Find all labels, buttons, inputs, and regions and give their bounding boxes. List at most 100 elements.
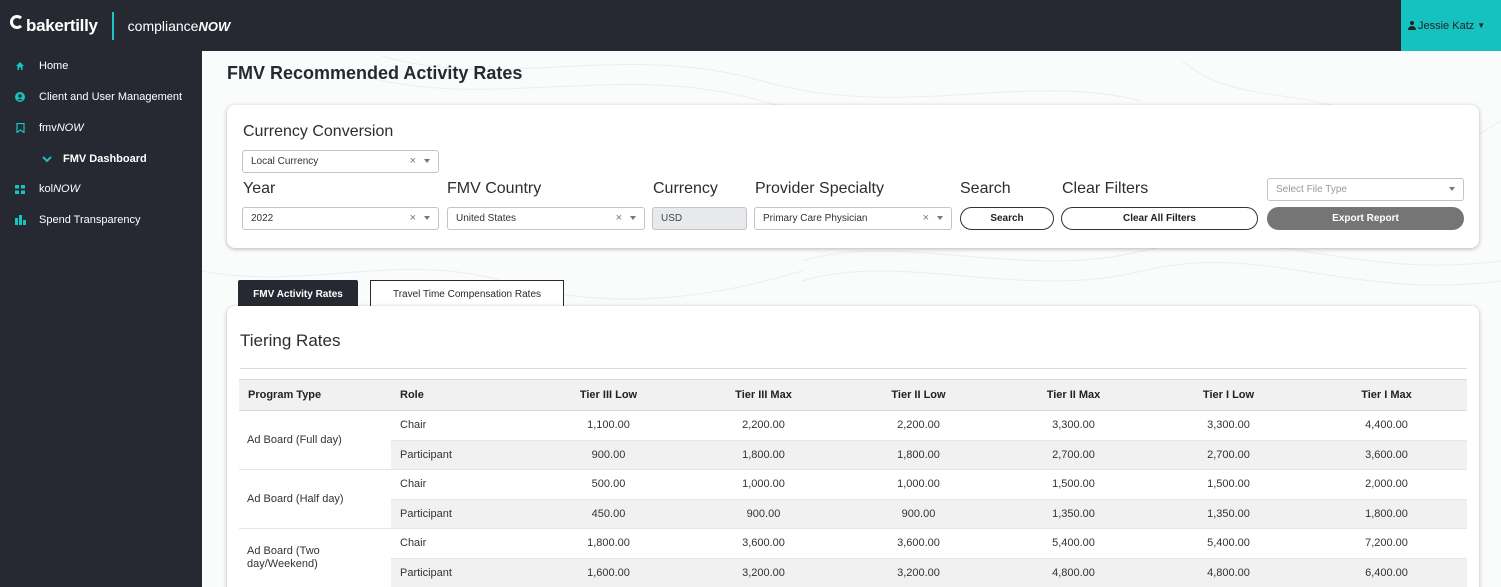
rate-cell: 1,800.00: [841, 440, 996, 470]
currency-conversion-label: Currency Conversion: [243, 123, 394, 140]
rate-cell: 1,000.00: [841, 469, 996, 500]
dropdown-arrow-icon[interactable]: [424, 159, 430, 163]
select-value: Primary Care Physician: [763, 213, 868, 224]
sidebar-item-label: fmvNOW: [39, 122, 84, 134]
rate-cell: 1,500.00: [996, 469, 1151, 500]
rate-cell: 3,200.00: [841, 558, 996, 587]
role-cell: Participant: [391, 499, 531, 529]
dropdown-arrow-icon[interactable]: [630, 216, 636, 220]
caret-down-icon: ▼: [1477, 21, 1486, 30]
rate-cell: 7,200.00: [1306, 528, 1467, 559]
rate-cell: 4,800.00: [1151, 558, 1306, 587]
year-label: Year: [243, 180, 276, 197]
column-header[interactable]: Tier I Max: [1306, 379, 1467, 411]
currency-field: USD: [652, 207, 747, 230]
rate-cell: 3,600.00: [686, 528, 841, 559]
rate-cell: 1,800.00: [686, 440, 841, 470]
sidebar-item-label: kolNOW: [39, 183, 80, 195]
clear-icon[interactable]: ×: [922, 212, 929, 224]
table-header-row: Program Type Role Tier III Low Tier III …: [239, 379, 1467, 411]
clear-filters-label: Clear Filters: [1062, 180, 1149, 197]
rate-cell: 1,350.00: [996, 499, 1151, 529]
rate-cell: 3,200.00: [686, 558, 841, 587]
rate-cell: 5,400.00: [996, 528, 1151, 559]
clear-all-filters-button[interactable]: Clear All Filters: [1061, 207, 1258, 230]
sidebar-item-label: FMV Dashboard: [63, 153, 147, 165]
program-type-cell: Ad Board (Half day): [239, 469, 391, 529]
rate-cell: 1,600.00: [531, 558, 686, 587]
user-name: Jessie Katz: [1418, 19, 1475, 32]
column-header[interactable]: Tier III Max: [686, 379, 841, 411]
dropdown-arrow-icon[interactable]: [1449, 187, 1455, 191]
clear-icon[interactable]: ×: [409, 155, 416, 167]
rate-cell: 3,600.00: [1306, 440, 1467, 470]
rate-cell: 3,600.00: [841, 528, 996, 559]
rate-cell: 2,200.00: [841, 410, 996, 441]
export-report-button[interactable]: Export Report: [1267, 207, 1464, 230]
sidebar: Home Client and User Management fmvNOW F…: [0, 51, 202, 587]
grid-icon: [13, 182, 27, 196]
sidebar-item-client-user-management[interactable]: Client and User Management: [0, 85, 202, 109]
rate-cell: 3,300.00: [1151, 410, 1306, 441]
brand-name: bakertilly: [26, 15, 98, 35]
tab-fmv-activity-rates[interactable]: FMV Activity Rates: [238, 280, 358, 309]
rate-cell: 1,000.00: [686, 469, 841, 500]
rate-cell: 1,800.00: [1306, 499, 1467, 529]
rate-cell: 6,400.00: [1306, 558, 1467, 587]
user-circle-icon: [13, 90, 27, 104]
search-button[interactable]: Search: [960, 207, 1054, 230]
role-cell: Chair: [391, 528, 531, 559]
rate-cell: 1,800.00: [531, 528, 686, 559]
table-row: Ad Board (Two day/Weekend) Chair 1,800.0…: [239, 528, 1467, 587]
user-menu[interactable]: Jessie Katz ▼: [1401, 0, 1501, 51]
rate-cell: 900.00: [686, 499, 841, 529]
main-content: FMV Recommended Activity Rates Currency …: [202, 51, 1501, 587]
select-value: 2022: [251, 213, 274, 224]
sidebar-item-fmvnow[interactable]: fmvNOW: [0, 116, 202, 140]
column-header[interactable]: Tier III Low: [531, 379, 686, 411]
rate-cell: 2,200.00: [686, 410, 841, 441]
program-type-cell: Ad Board (Full day): [239, 410, 391, 470]
bakertilly-logo-icon: [10, 14, 24, 29]
table-row: Ad Board (Half day) Chair 500.00 1,000.0…: [239, 469, 1467, 529]
tiering-rates-title: Tiering Rates: [240, 331, 341, 350]
dropdown-arrow-icon[interactable]: [937, 216, 943, 220]
table-row: Participant 450.00 900.00 900.00 1,350.0…: [239, 499, 1467, 529]
provider-specialty-label: Provider Specialty: [755, 180, 884, 197]
rate-cell: 500.00: [531, 469, 686, 500]
provider-specialty-select[interactable]: Primary Care Physician ×: [754, 207, 952, 230]
sidebar-item-home[interactable]: Home: [0, 54, 202, 78]
year-select[interactable]: 2022 ×: [242, 207, 439, 230]
file-type-select[interactable]: Select File Type: [1267, 178, 1464, 201]
role-cell: Chair: [391, 469, 531, 500]
fmv-country-label: FMV Country: [447, 180, 542, 197]
bar-chart-icon: [13, 213, 27, 227]
rate-cell: 2,700.00: [1151, 440, 1306, 470]
rate-cell: 4,800.00: [996, 558, 1151, 587]
fmv-country-select[interactable]: United States ×: [447, 207, 645, 230]
tab-travel-time-compensation-rates[interactable]: Travel Time Compensation Rates: [370, 280, 564, 309]
column-header[interactable]: Tier II Max: [996, 379, 1151, 411]
column-header[interactable]: Tier I Low: [1151, 379, 1306, 411]
dropdown-arrow-icon[interactable]: [424, 216, 430, 220]
sidebar-item-kolnow[interactable]: kolNOW: [0, 177, 202, 201]
select-value: United States: [456, 213, 517, 224]
table-row: Participant 900.00 1,800.00 1,800.00 2,7…: [239, 440, 1467, 470]
rate-cell: 900.00: [841, 499, 996, 529]
rate-cell: 1,500.00: [1151, 469, 1306, 500]
sidebar-item-spend-transparency[interactable]: Spend Transparency: [0, 208, 202, 232]
sidebar-item-label: Home: [39, 60, 69, 72]
column-header[interactable]: Program Type: [239, 379, 391, 411]
program-type-cell: Ad Board (Two day/Weekend): [239, 528, 391, 587]
column-header[interactable]: Tier II Low: [841, 379, 996, 411]
column-header[interactable]: Role: [391, 379, 531, 411]
sidebar-item-label: Client and User Management: [39, 91, 183, 103]
clear-icon[interactable]: ×: [615, 212, 622, 224]
brand-logo[interactable]: bakertilly complianceNOW: [10, 0, 230, 51]
tiering-rates-table: Program Type Role Tier III Low Tier III …: [239, 379, 1467, 587]
table-row: Ad Board (Full day) Chair 1,100.00 2,200…: [239, 410, 1467, 470]
user-icon: [1408, 21, 1416, 30]
clear-icon[interactable]: ×: [409, 212, 416, 224]
currency-conversion-select[interactable]: Local Currency ×: [242, 150, 439, 173]
sidebar-item-fmv-dashboard[interactable]: FMV Dashboard: [0, 147, 202, 171]
